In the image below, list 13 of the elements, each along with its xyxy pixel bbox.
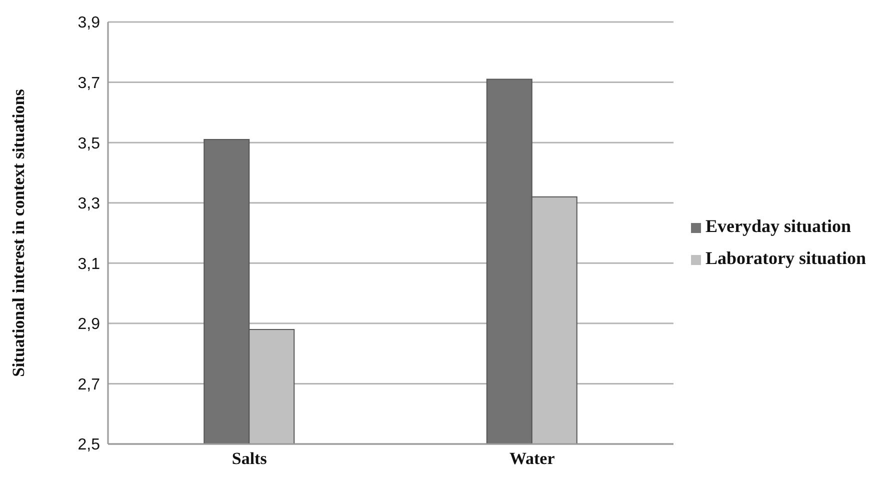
y-tick-label: 2,7 xyxy=(78,376,100,394)
legend-label: Everyday situation xyxy=(705,216,851,236)
y-tick-label: 2,9 xyxy=(78,316,100,334)
y-tick-label: 3,1 xyxy=(78,256,100,273)
y-tick-label: 3,3 xyxy=(78,196,100,213)
legend-label: Laboratory situation xyxy=(705,248,866,268)
x-tick-label: Salts xyxy=(232,449,268,468)
x-tick-label: Water xyxy=(509,449,556,468)
y-axis-title: Situational interest in context situations xyxy=(9,88,28,377)
y-tick-label: 2,5 xyxy=(78,436,100,454)
y-tick-label: 3,7 xyxy=(78,74,100,92)
y-tick-label: 3,9 xyxy=(78,14,100,32)
y-tick-label: 3,5 xyxy=(78,135,100,152)
